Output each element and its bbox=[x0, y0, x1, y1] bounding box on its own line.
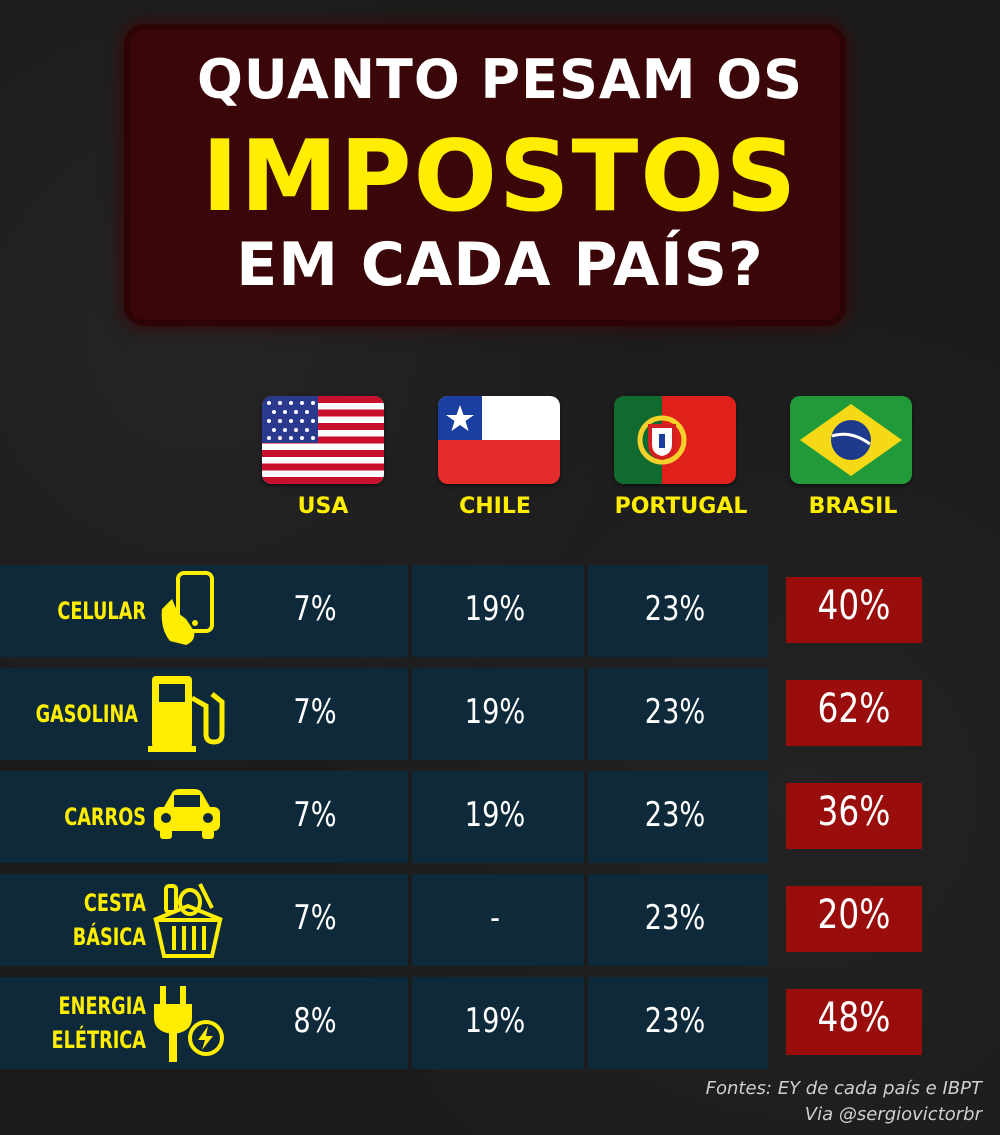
table-row bbox=[0, 771, 768, 863]
phone-hand-icon bbox=[161, 571, 214, 645]
cell-divider bbox=[584, 565, 588, 657]
electric-plug-icon bbox=[154, 986, 224, 1062]
brasil-highlight bbox=[786, 783, 922, 849]
row-label-cesta-basica: CESTA BÁSICA bbox=[72, 889, 146, 951]
brasil-highlight bbox=[786, 886, 922, 952]
row-label-gasolina: GASOLINA bbox=[35, 700, 138, 728]
value-gasolina-usa: 7% bbox=[293, 692, 337, 732]
usa-flag-icon bbox=[262, 396, 384, 484]
country-brasil: BRASIL bbox=[808, 494, 898, 519]
cell-divider bbox=[584, 874, 588, 966]
value-celular-portugal: 23% bbox=[644, 589, 706, 629]
country-chile: CHILE bbox=[459, 494, 531, 519]
row-label-energia-eletrica: ENERGIA ELÉTRICA bbox=[51, 992, 146, 1054]
value-cesta-brasil: 20% bbox=[817, 892, 891, 938]
table-row bbox=[0, 668, 768, 760]
car-icon bbox=[154, 789, 220, 839]
cell-divider bbox=[408, 874, 412, 966]
value-energia-portugal: 23% bbox=[644, 1001, 706, 1041]
title-background bbox=[130, 30, 840, 320]
cell-divider bbox=[408, 668, 412, 760]
brasil-highlight bbox=[786, 680, 922, 746]
value-energia-usa: 8% bbox=[293, 1001, 337, 1041]
country-usa: USA bbox=[297, 494, 349, 519]
cell-divider bbox=[584, 668, 588, 760]
cell-divider bbox=[584, 771, 588, 863]
value-gasolina-portugal: 23% bbox=[644, 692, 706, 732]
cell-divider bbox=[408, 771, 412, 863]
chile-flag-icon bbox=[438, 396, 560, 484]
title-line-1: QUANTO PESAM OS bbox=[196, 48, 804, 111]
value-carros-usa: 7% bbox=[293, 795, 337, 835]
value-carros-chile: 19% bbox=[464, 795, 526, 835]
table-row bbox=[0, 977, 768, 1069]
value-energia-brasil: 48% bbox=[817, 995, 891, 1041]
source-line-1: Fontes: EY de cada país e IBPT bbox=[705, 1078, 982, 1099]
table-row bbox=[0, 565, 768, 657]
row-label-carros: CARROS bbox=[64, 803, 146, 831]
fuel-pump-icon bbox=[148, 676, 225, 752]
value-cesta-portugal: 23% bbox=[644, 898, 706, 938]
value-celular-chile: 19% bbox=[464, 589, 526, 629]
value-cesta-chile: - bbox=[490, 898, 500, 938]
cell-divider bbox=[408, 977, 412, 1069]
brasil-flag-icon bbox=[790, 396, 912, 484]
brasil-highlight bbox=[786, 577, 922, 643]
grocery-basket-icon bbox=[153, 883, 223, 958]
source-line-2: Via @sergiovictorbr bbox=[804, 1104, 982, 1125]
country-portugal: PORTUGAL bbox=[614, 494, 748, 519]
value-celular-brasil: 40% bbox=[817, 583, 891, 629]
value-carros-brasil: 36% bbox=[817, 789, 891, 835]
value-cesta-usa: 7% bbox=[293, 898, 337, 938]
table-row bbox=[0, 874, 768, 966]
title-line-2: IMPOSTOS bbox=[201, 120, 799, 234]
brasil-highlight bbox=[786, 989, 922, 1055]
value-gasolina-brasil: 62% bbox=[817, 686, 891, 732]
value-celular-usa: 7% bbox=[293, 589, 337, 629]
row-label-celular: CELULAR bbox=[57, 597, 146, 625]
value-energia-chile: 19% bbox=[464, 1001, 526, 1041]
value-gasolina-chile: 19% bbox=[464, 692, 526, 732]
portugal-flag-icon bbox=[614, 396, 736, 484]
value-carros-portugal: 23% bbox=[644, 795, 706, 835]
title-line-3: EM CADA PAÍS? bbox=[236, 230, 764, 300]
cell-divider bbox=[408, 565, 412, 657]
cell-divider bbox=[584, 977, 588, 1069]
